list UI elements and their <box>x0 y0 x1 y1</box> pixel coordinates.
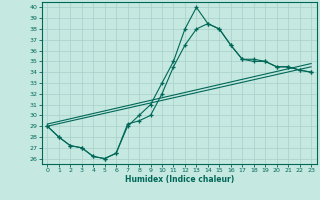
X-axis label: Humidex (Indice chaleur): Humidex (Indice chaleur) <box>124 175 234 184</box>
